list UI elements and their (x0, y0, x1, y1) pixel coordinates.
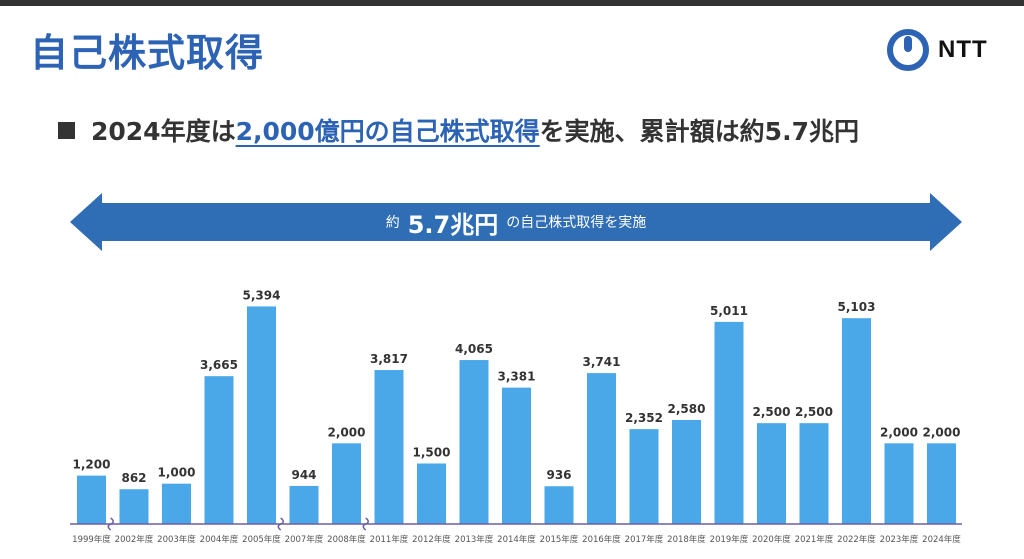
bar-2017年度 (629, 429, 659, 524)
axis-break-icon (362, 517, 369, 531)
x-tick-label: 2004年度 (200, 534, 239, 545)
axis-break-icon (277, 517, 284, 531)
headline: 2024年度は2,000億円の自己株式取得を実施、累計額は約5.7兆円 (58, 112, 1008, 148)
x-tick-label: 2013年度 (455, 534, 494, 545)
value-label: 5,011 (710, 304, 748, 318)
value-label: 2,580 (668, 402, 706, 416)
value-label: 862 (121, 471, 146, 485)
banner-amount: 5.7兆円 (407, 210, 499, 239)
bar-2018年度 (672, 419, 701, 524)
banner-text: 約 5.7兆円 の自己株式取得を実施 (70, 193, 962, 251)
x-tick-label: 2002年度 (115, 534, 154, 545)
bar-2024年度 (927, 443, 956, 524)
x-tick-label: 1999年度 (72, 534, 111, 545)
x-tick-label: 2011年度 (370, 534, 409, 545)
x-tick-label: 2012年度 (412, 534, 451, 545)
value-label: 1,000 (158, 466, 196, 480)
logo-text: NTT (938, 36, 988, 63)
x-tick-label: 2019年度 (710, 534, 749, 545)
headline-prefix: 2024年度は (91, 117, 236, 146)
bar-2011年度 (374, 370, 404, 524)
value-label: 2,500 (753, 405, 791, 419)
bar-2015年度 (544, 486, 574, 524)
top-bar (0, 0, 1024, 6)
x-tick-label: 2016年度 (582, 534, 621, 545)
x-tick-label: 2008年度 (327, 534, 366, 545)
bar-2019年度 (714, 321, 744, 524)
value-label: 3,817 (370, 352, 408, 366)
bar-2008年度 (332, 443, 361, 524)
x-tick-label: 2005年度 (242, 534, 281, 545)
bar-2007年度 (289, 485, 319, 524)
x-tick-label: 2007年度 (285, 534, 324, 545)
x-tick-label: 2022年度 (837, 534, 876, 545)
value-label: 5,394 (243, 288, 281, 302)
value-label: 3,665 (200, 358, 238, 372)
value-label: 2,000 (328, 425, 366, 439)
value-label: 4,065 (455, 342, 493, 356)
ntt-logo: NTT (886, 28, 1006, 72)
bar-2022年度 (842, 318, 871, 524)
x-tick-label: 2020年度 (752, 534, 791, 545)
value-label: 2,500 (795, 405, 833, 419)
x-tick-label: 2014年度 (497, 534, 536, 545)
value-label: 936 (546, 468, 571, 482)
bullet-square-icon (58, 122, 75, 139)
banner-pre: 約 (385, 215, 400, 231)
x-tick-label: 2015年度 (540, 534, 579, 545)
value-label: 5,103 (838, 300, 876, 314)
value-label: 3,741 (583, 355, 621, 369)
x-tick-label: 2017年度 (625, 534, 664, 545)
value-label: 1,200 (73, 458, 111, 472)
value-label: 2,000 (880, 425, 918, 439)
value-label: 944 (291, 468, 316, 482)
bar-2002年度 (119, 489, 149, 524)
bar-2012年度 (417, 463, 446, 524)
value-label: 2,000 (923, 425, 961, 439)
bar-2013年度 (459, 360, 489, 524)
bar-2023年度 (884, 443, 914, 524)
value-label: 3,381 (498, 370, 536, 384)
buyback-bar-chart: 1,200 1999年度 862 2002年度 1,000 2003年度 3,665 2004… (70, 288, 962, 545)
bar-2004年度 (204, 376, 234, 524)
x-tick-label: 2021年度 (795, 534, 834, 545)
bar-2005年度 (247, 306, 276, 524)
headline-suffix: を実施、累計額は約5.7兆円 (539, 117, 859, 146)
bar-2021年度 (799, 423, 829, 524)
double-arrow-icon (70, 193, 962, 251)
value-label: 1,500 (413, 446, 451, 460)
x-tick-label: 2023年度 (880, 534, 919, 545)
bar-2016年度 (587, 373, 616, 524)
bar-2020年度 (757, 423, 786, 524)
banner-post: の自己株式取得を実施 (506, 215, 647, 231)
axis-break-icon (107, 517, 114, 531)
x-tick-label: 2003年度 (157, 534, 196, 545)
bar-2014年度 (502, 387, 531, 524)
bar-2003年度 (162, 483, 191, 524)
page-title: 自己株式取得 (30, 31, 265, 75)
x-tick-label: 2024年度 (922, 534, 961, 545)
bar-1999年度 (77, 475, 106, 524)
value-label: 2,352 (625, 411, 663, 425)
headline-highlight: 2,000億円の自己株式取得 (235, 117, 540, 146)
ntt-logo-icon (887, 29, 929, 71)
cumulative-banner: 約 5.7兆円 の自己株式取得を実施 (70, 193, 962, 251)
x-tick-label: 2018年度 (667, 534, 706, 545)
